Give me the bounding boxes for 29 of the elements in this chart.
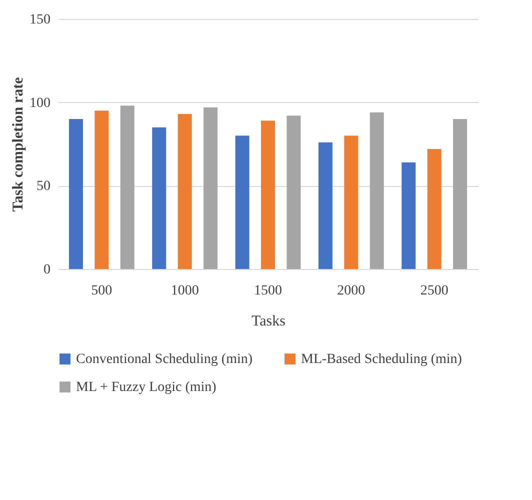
x-axis-title: Tasks bbox=[252, 314, 286, 330]
x-tick-label: 1500 bbox=[254, 284, 282, 298]
x-tick-label: 500 bbox=[91, 284, 112, 298]
bar bbox=[152, 127, 166, 269]
x-tick-label: 1000 bbox=[170, 284, 199, 298]
bar bbox=[68, 119, 83, 269]
legend-label: ML + Fuzzy Logic (min) bbox=[76, 380, 217, 395]
bar bbox=[235, 136, 250, 269]
bar bbox=[427, 149, 442, 269]
bar bbox=[120, 106, 134, 269]
legend-label: Conventional Scheduling (min) bbox=[76, 352, 253, 367]
bar bbox=[402, 162, 416, 269]
bar bbox=[204, 107, 218, 269]
legend-label: ML-Based Scheduling (min) bbox=[301, 352, 462, 367]
bar bbox=[94, 110, 109, 269]
y-tick-label: 150 bbox=[30, 12, 50, 28]
y-tick-label: 50 bbox=[36, 179, 50, 194]
y-axis-title: Task completion rate bbox=[10, 76, 26, 212]
x-tick-label: 2000 bbox=[337, 284, 366, 298]
bar bbox=[370, 112, 384, 269]
bar bbox=[178, 114, 192, 269]
y-tick-label: 100 bbox=[30, 96, 50, 111]
bar bbox=[453, 119, 468, 269]
x-tick-label: 2500 bbox=[420, 284, 448, 298]
bar bbox=[261, 120, 275, 269]
bar bbox=[344, 136, 358, 269]
bar bbox=[286, 116, 301, 269]
bar bbox=[318, 142, 332, 269]
y-tick-label: 0 bbox=[44, 262, 50, 278]
